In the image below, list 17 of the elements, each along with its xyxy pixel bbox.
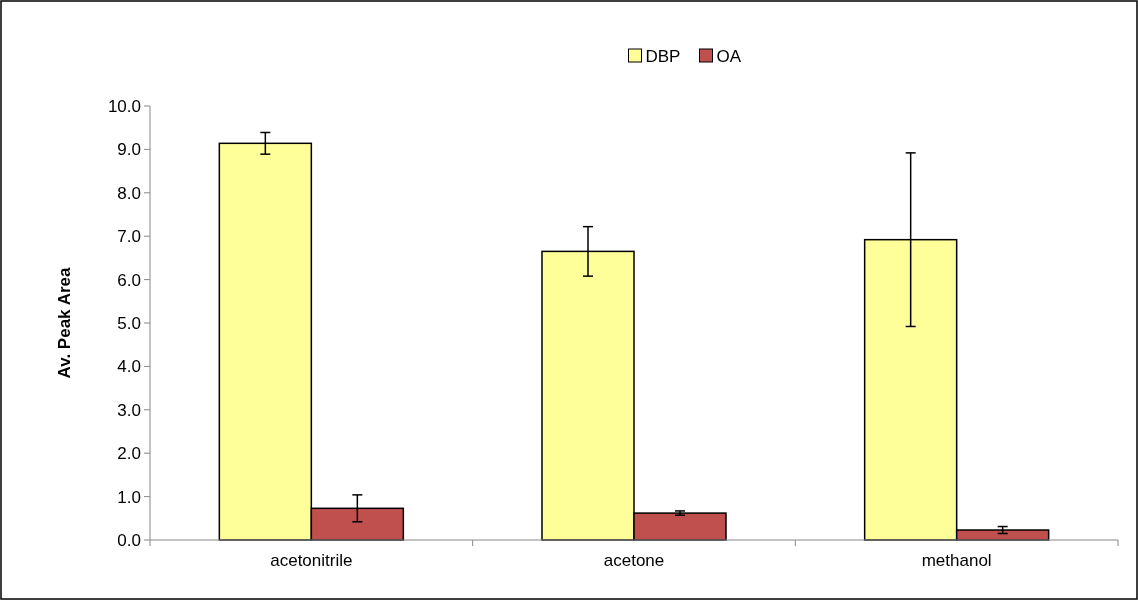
y-tick-label: 4.0 [117,357,141,377]
y-tick-label: 5.0 [117,313,141,333]
y-tick-label: 9.0 [117,140,141,160]
y-tick-label: 10.0 [107,96,141,116]
y-tick-label: 3.0 [117,400,141,420]
y-tick-label: 6.0 [117,270,141,290]
x-tick-label: acetone [603,551,665,570]
x-tick-label: methanol [921,551,992,570]
y-tick-label: 0.0 [117,530,141,550]
y-tick-label: 7.0 [117,227,141,247]
y-tick-label: 2.0 [117,444,141,464]
legend-label: OA [716,46,742,66]
y-tick-label: 1.0 [117,487,141,507]
y-axis-title: Av. Peak Area [55,267,74,379]
x-tick-label: acetonitrile [270,551,353,570]
y-tick-label: 8.0 [117,183,141,203]
legend-label: DBP [645,46,681,66]
